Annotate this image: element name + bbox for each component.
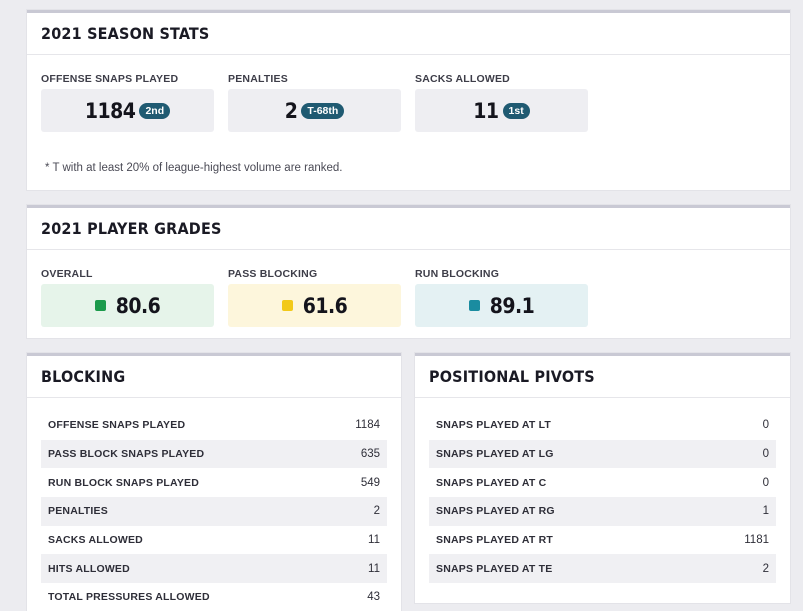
row-label: SNAPS PLAYED AT TE xyxy=(436,562,553,575)
blocking-header: BLOCKING xyxy=(27,356,401,398)
rank-badge: 2nd xyxy=(139,102,171,119)
grades-row: OVERALL 80.6 PASS BLOCKING 61.6 RUN BLOC… xyxy=(41,268,588,327)
grade-value-box: 80.6 xyxy=(41,284,214,327)
stat-value-box: 11 1st xyxy=(415,89,588,132)
blocking-table: OFFENSE SNAPS PLAYED 1184 PASS BLOCK SNAP… xyxy=(41,411,387,611)
rank-badge: T-68th xyxy=(301,102,345,119)
rank-badge: 1st xyxy=(502,102,530,119)
table-row: SNAPS PLAYED AT RG 1 xyxy=(429,497,776,526)
row-label: SNAPS PLAYED AT C xyxy=(436,476,547,489)
row-label: SNAPS PLAYED AT LT xyxy=(436,419,552,432)
table-row: SNAPS PLAYED AT RT 1181 xyxy=(429,526,776,555)
row-label: PASS BLOCK SNAPS PLAYED xyxy=(48,448,205,461)
row-value: 2 xyxy=(373,505,380,518)
season-stats-card: 2021 SEASON STATS OFFENSE SNAPS PLAYED 1… xyxy=(27,10,790,190)
row-label: SNAPS PLAYED AT RT xyxy=(436,534,553,547)
row-label: TOTAL PRESSURES ALLOWED xyxy=(48,591,210,604)
stat-sacks-allowed: SACKS ALLOWED 11 1st xyxy=(415,73,588,132)
row-label: SACKS ALLOWED xyxy=(48,534,143,547)
ranking-footnote: * T with at least 20% of league-highest … xyxy=(45,162,343,174)
player-grades-header: 2021 PLAYER GRADES xyxy=(27,208,790,250)
row-value: 43 xyxy=(367,591,380,604)
table-row: TOTAL PRESSURES ALLOWED 43 xyxy=(41,583,387,611)
row-label: PENALTIES xyxy=(48,505,108,518)
table-row: SNAPS PLAYED AT LG 0 xyxy=(429,439,776,469)
grade-label: PASS BLOCKING xyxy=(228,268,318,280)
stat-value: 11 xyxy=(473,98,499,123)
season-stats-row: OFFENSE SNAPS PLAYED 1184 2nd PENALTIES … xyxy=(41,73,588,132)
grade-value-box: 61.6 xyxy=(228,284,401,327)
player-grades-card: 2021 PLAYER GRADES OVERALL 80.6 PASS BLO… xyxy=(27,205,790,338)
table-row: OFFENSE SNAPS PLAYED 1184 xyxy=(41,411,387,440)
row-value: 635 xyxy=(360,448,380,461)
table-row: PENALTIES 2 xyxy=(41,497,387,526)
blocking-title: BLOCKING xyxy=(41,367,126,386)
row-label: RUN BLOCK SNAPS PLAYED xyxy=(48,476,200,489)
stat-offense-snaps: OFFENSE SNAPS PLAYED 1184 2nd xyxy=(41,73,214,132)
grade-value: 89.1 xyxy=(489,293,535,318)
stat-value: 1184 xyxy=(84,98,136,123)
row-value: 549 xyxy=(360,476,380,489)
stat-value-box: 1184 2nd xyxy=(41,89,214,132)
stat-label: PENALTIES xyxy=(228,73,288,85)
season-stats-title: 2021 SEASON STATS xyxy=(41,24,210,43)
stat-label: SACKS ALLOWED xyxy=(415,73,510,85)
row-value: 0 xyxy=(762,419,769,432)
table-row: SNAPS PLAYED AT LT 0 xyxy=(429,411,776,440)
positional-pivots-header: POSITIONAL PIVOTS xyxy=(415,356,790,398)
row-label: SNAPS PLAYED AT LG xyxy=(436,448,554,461)
stat-penalties: PENALTIES 2 T-68th xyxy=(228,73,401,132)
row-label: SNAPS PLAYED AT RG xyxy=(436,505,555,518)
row-value: 1 xyxy=(762,505,769,518)
grade-label: OVERALL xyxy=(41,268,93,280)
grade-color-square-icon xyxy=(468,300,480,311)
table-row: PASS BLOCK SNAPS PLAYED 635 xyxy=(41,439,387,469)
grade-label: RUN BLOCKING xyxy=(415,268,500,280)
player-grades-title: 2021 PLAYER GRADES xyxy=(41,219,222,238)
stat-value-box: 2 T-68th xyxy=(228,89,401,132)
blocking-card: BLOCKING OFFENSE SNAPS PLAYED 1184 PASS B… xyxy=(27,353,401,611)
row-label: HITS ALLOWED xyxy=(48,562,130,575)
season-stats-header: 2021 SEASON STATS xyxy=(27,13,790,55)
grade-value: 80.6 xyxy=(115,293,161,318)
row-value: 11 xyxy=(368,562,380,575)
row-value: 11 xyxy=(368,534,380,547)
table-row: RUN BLOCK SNAPS PLAYED 549 xyxy=(41,468,387,497)
grade-value: 61.6 xyxy=(302,293,348,318)
row-value: 2 xyxy=(762,562,769,575)
table-row: HITS ALLOWED 11 xyxy=(41,554,387,584)
grade-color-square-icon xyxy=(281,300,293,311)
table-row: SNAPS PLAYED AT TE 2 xyxy=(429,554,776,584)
positional-pivots-title: POSITIONAL PIVOTS xyxy=(429,367,595,386)
stat-value: 2 xyxy=(284,98,298,123)
row-value: 1181 xyxy=(744,534,769,547)
grade-pass-blocking: PASS BLOCKING 61.6 xyxy=(228,268,401,327)
row-value: 1184 xyxy=(355,419,380,432)
positional-pivots-card: POSITIONAL PIVOTS SNAPS PLAYED AT LT 0 SN… xyxy=(415,353,790,603)
grade-run-blocking: RUN BLOCKING 89.1 xyxy=(415,268,588,327)
grade-overall: OVERALL 80.6 xyxy=(41,268,214,327)
row-label: OFFENSE SNAPS PLAYED xyxy=(48,419,186,432)
positional-pivots-table: SNAPS PLAYED AT LT 0 SNAPS PLAYED AT LG 0 … xyxy=(429,411,776,584)
stat-label: OFFENSE SNAPS PLAYED xyxy=(41,73,179,85)
grade-color-square-icon xyxy=(94,300,106,311)
row-value: 0 xyxy=(762,476,769,489)
table-row: SACKS ALLOWED 11 xyxy=(41,526,387,555)
table-row: SNAPS PLAYED AT C 0 xyxy=(429,468,776,497)
row-value: 0 xyxy=(762,448,769,461)
grade-value-box: 89.1 xyxy=(415,284,588,327)
